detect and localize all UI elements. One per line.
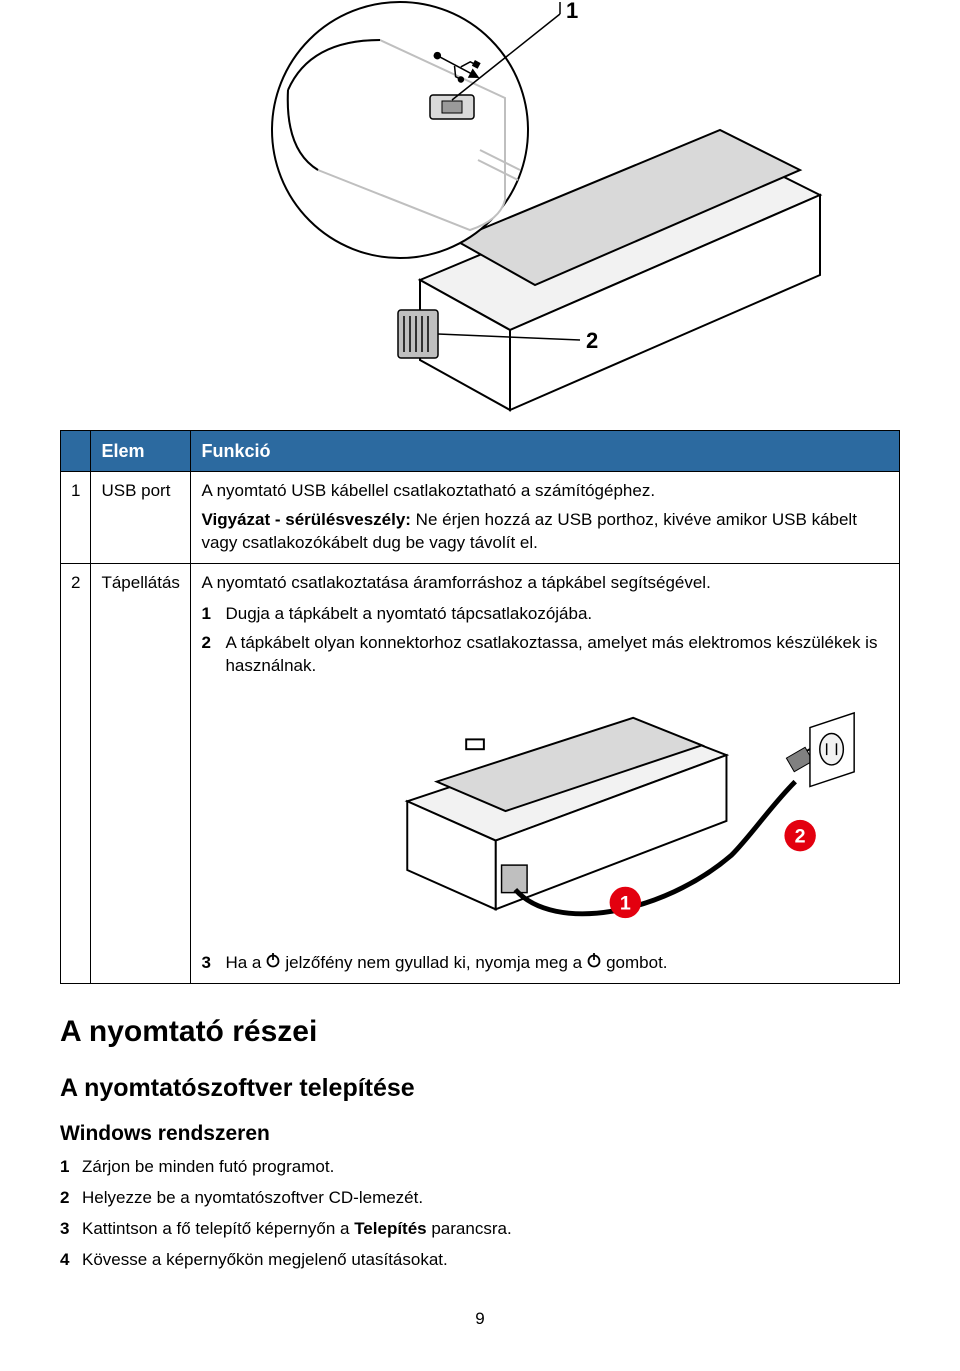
row2-desc-cell: A nyomtató csatlakoztatása áramforráshoz… bbox=[191, 564, 900, 984]
printer-rear-diagram: 1 2 bbox=[60, 0, 900, 420]
step4-text: Kövesse a képernyőkön megjelenő utasítás… bbox=[82, 1249, 900, 1272]
step1-num: 1 bbox=[60, 1156, 82, 1179]
step2-text: Helyezze be a nyomtatószoftver CD-lemezé… bbox=[82, 1187, 900, 1210]
parts-table: Elem Funkció 1 USB port A nyomtató USB k… bbox=[60, 430, 900, 984]
row2-step3: 3 Ha a jelzőfény nem gyullad ki, nyomja … bbox=[201, 952, 889, 975]
row2-inner-list: 1 Dugja a tápkábelt a nyomtató tápcsatla… bbox=[201, 603, 889, 678]
row2-item2-num: 2 bbox=[201, 632, 225, 678]
step3-seg-c: parancsra. bbox=[427, 1219, 512, 1238]
col-funkcio: Funkció bbox=[191, 431, 900, 472]
power-icon bbox=[265, 952, 281, 975]
row2-item1-num: 1 bbox=[201, 603, 225, 626]
power-connection-diagram: 2 1 bbox=[201, 686, 889, 946]
step4-num: 4 bbox=[60, 1249, 82, 1272]
step3-seg-b: Telepítés bbox=[354, 1219, 426, 1238]
table-row: 2 Tápellátás A nyomtató csatlakoztatása … bbox=[61, 564, 900, 984]
row2-step3-num: 3 bbox=[201, 952, 225, 975]
step3-seg1: Ha a bbox=[225, 952, 261, 975]
step3-text: Kattintson a fő telepítő képernyőn a Tel… bbox=[82, 1218, 900, 1241]
step3-num: 3 bbox=[60, 1218, 82, 1241]
badge-1-label: 1 bbox=[620, 892, 631, 914]
row1-label: USB port bbox=[91, 472, 191, 564]
step3-seg2: jelzőfény nem gyullad ki, nyomja meg a bbox=[285, 952, 582, 975]
row2-item2-text: A tápkábelt olyan konnektorhoz csatlakoz… bbox=[225, 632, 889, 678]
row1-desc-cell: A nyomtató USB kábellel csatlakoztatható… bbox=[191, 472, 900, 564]
heading-install-software: A nyomtatószoftver telepítése bbox=[60, 1072, 900, 1106]
badge-2-label: 2 bbox=[795, 825, 806, 847]
table-row: 1 USB port A nyomtató USB kábellel csatl… bbox=[61, 472, 900, 564]
callout-2-label: 2 bbox=[586, 328, 598, 353]
step2-num: 2 bbox=[60, 1187, 82, 1210]
row1-desc: A nyomtató USB kábellel csatlakoztatható… bbox=[201, 480, 889, 503]
col-elem: Elem bbox=[91, 431, 191, 472]
heading-printer-parts: A nyomtató részei bbox=[60, 1012, 900, 1053]
row2-label: Tápellátás bbox=[91, 564, 191, 984]
row2-num: 2 bbox=[61, 564, 91, 984]
col-blank bbox=[61, 431, 91, 472]
heading-windows: Windows rendszeren bbox=[60, 1120, 900, 1148]
step3-seg3: gombot. bbox=[606, 952, 667, 975]
callout-1-label: 1 bbox=[566, 0, 578, 23]
row1-warn-label: Vigyázat - sérülésveszély: bbox=[201, 510, 410, 529]
page-number: 9 bbox=[60, 1308, 900, 1331]
power-icon bbox=[586, 952, 602, 975]
row1-num: 1 bbox=[61, 472, 91, 564]
row2-intro: A nyomtató csatlakoztatása áramforráshoz… bbox=[201, 572, 889, 595]
step3-seg-a: Kattintson a fő telepítő képernyőn a bbox=[82, 1219, 354, 1238]
row2-item1-text: Dugja a tápkábelt a nyomtató tápcsatlako… bbox=[225, 603, 889, 626]
windows-steps: 1 Zárjon be minden futó programot. 2 Hel… bbox=[60, 1156, 900, 1272]
step1-text: Zárjon be minden futó programot. bbox=[82, 1156, 900, 1179]
row1-warning: Vigyázat - sérülésveszély: Ne érjen hozz… bbox=[201, 509, 889, 555]
